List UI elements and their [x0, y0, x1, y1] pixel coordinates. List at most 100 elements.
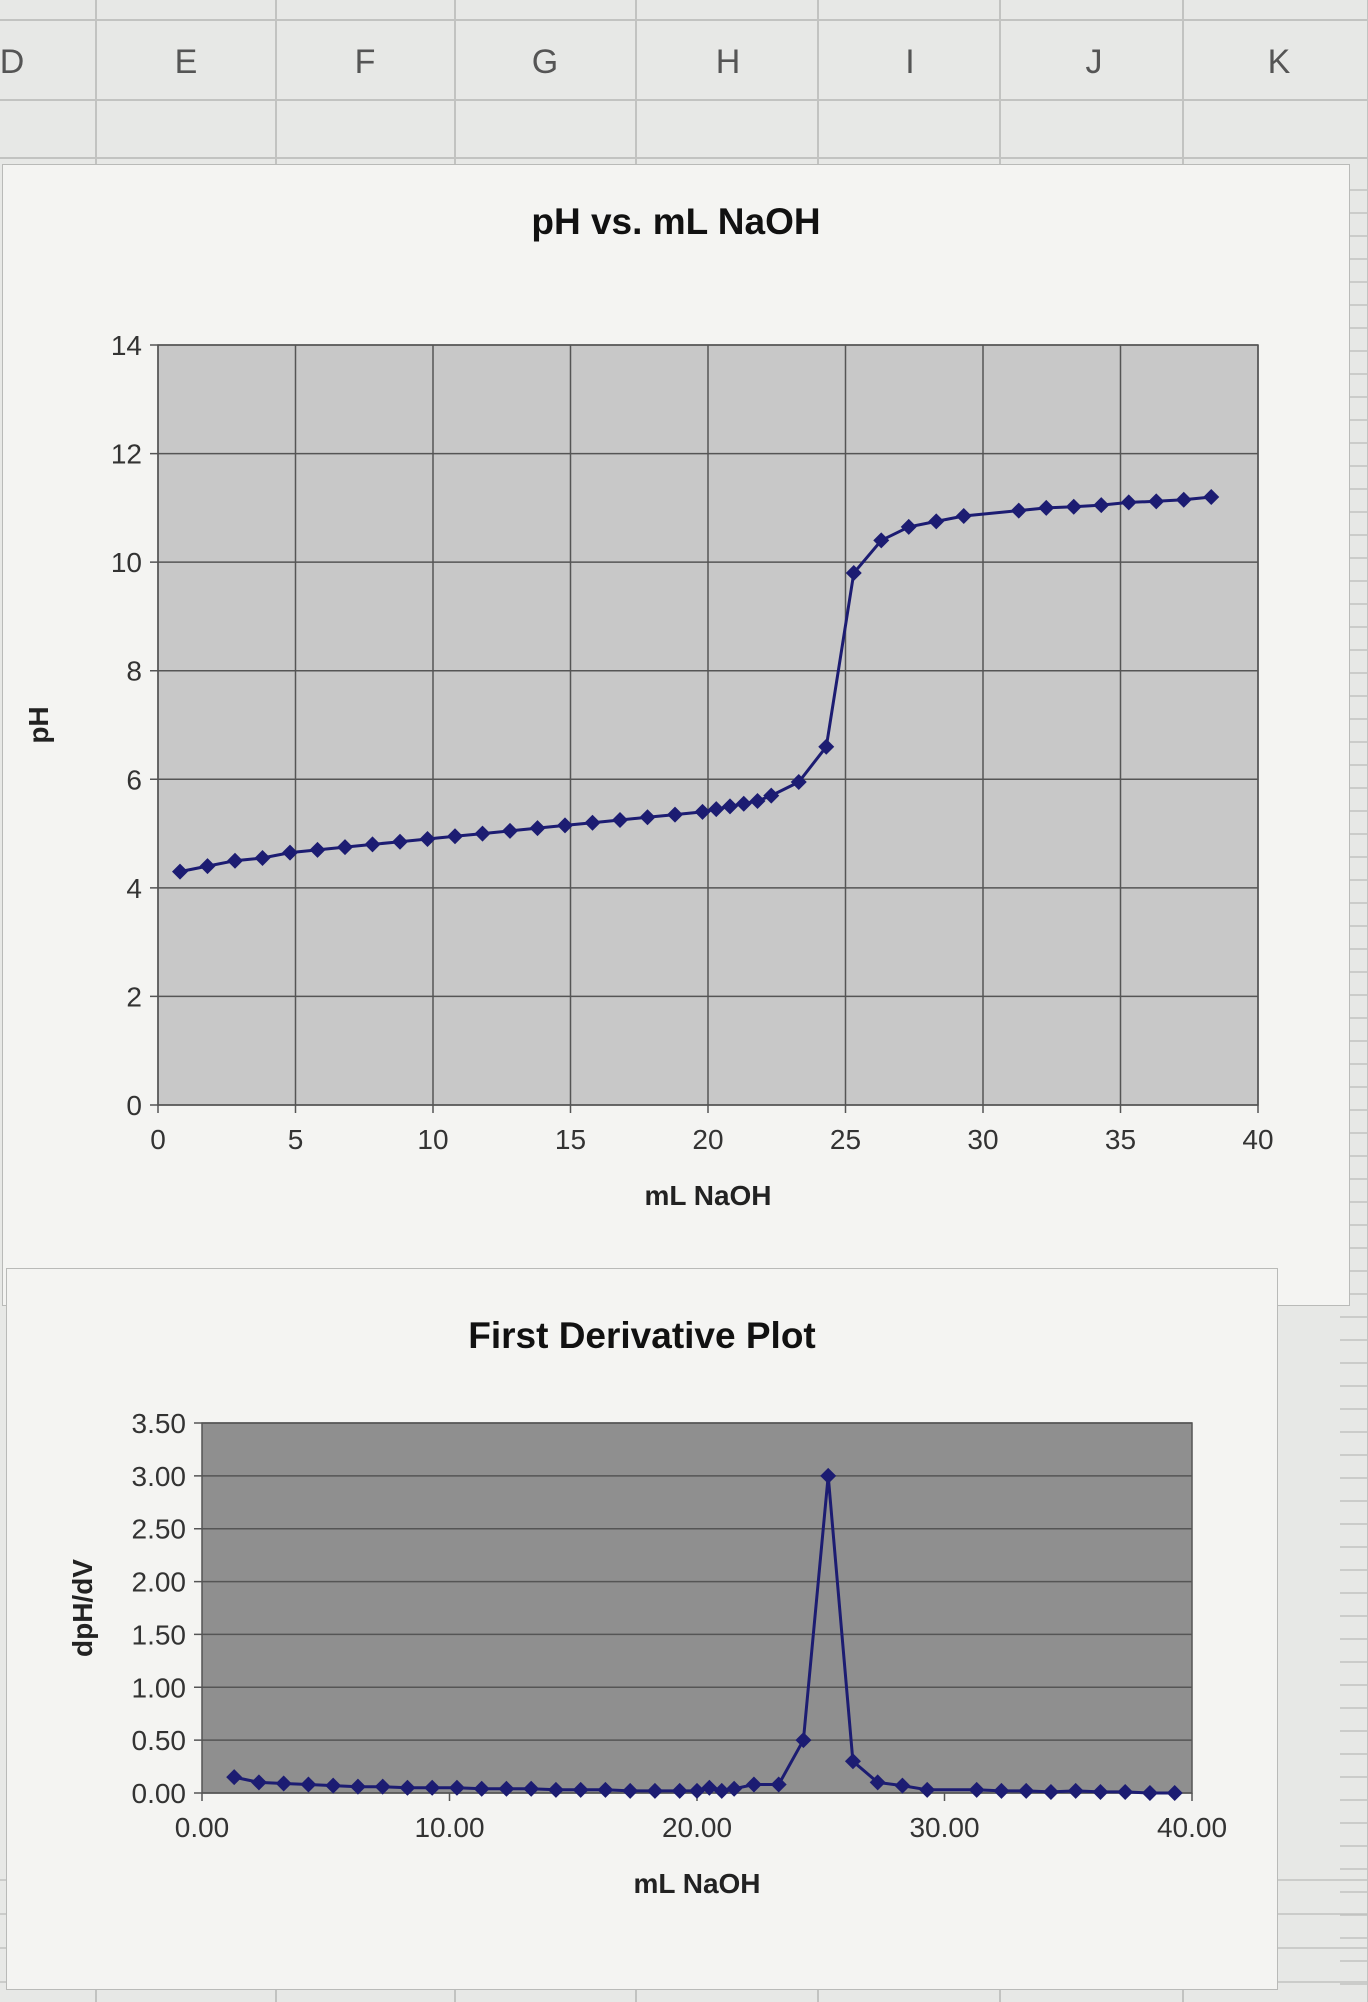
data-point-marker	[474, 825, 491, 842]
data-point-marker	[473, 1780, 490, 1797]
column-header[interactable]: F	[354, 43, 376, 81]
data-point-marker	[529, 820, 546, 837]
data-point-marker	[392, 833, 408, 850]
y-tick-label: 2	[126, 981, 142, 1012]
data-point-marker	[694, 803, 711, 820]
data-point-marker	[337, 839, 353, 856]
data-point-marker	[374, 1778, 391, 1795]
data-point-marker	[1117, 1783, 1134, 1800]
x-tick-label: 0.00	[175, 1812, 230, 1843]
data-point-marker	[1175, 491, 1192, 508]
data-point-marker	[399, 1779, 416, 1796]
data-point-marker	[869, 1774, 886, 1791]
column-header[interactable]: D	[0, 43, 25, 81]
data-point-marker	[275, 1775, 292, 1792]
derivative-chart-panel[interactable]: First Derivative Plot 0.00 0.50 1.00 1.50 2.…	[6, 1268, 1278, 1990]
data-point-marker	[448, 1779, 465, 1796]
column-header[interactable]: K	[1267, 43, 1291, 81]
data-point-marker	[199, 858, 216, 875]
data-point-marker	[770, 1776, 787, 1793]
column-header[interactable]: I	[905, 43, 915, 81]
column-header[interactable]: J	[1085, 43, 1103, 81]
data-point-marker	[1166, 1785, 1183, 1801]
ph-chart-panel[interactable]: pH vs. mL NaOH 0 2 4 6 8 10 12 14 0 5 10 15 20 25 30 35…	[2, 164, 1350, 1306]
x-tick-label: 40	[1242, 1124, 1273, 1155]
data-point-marker	[646, 1782, 663, 1799]
y-tick-label: 12	[111, 439, 142, 470]
chart-title: pH vs. mL NaOH	[531, 201, 821, 242]
derivative-chart-plot: 0.00 0.50 1.00 1.50 2.00 2.50 3.00 3.50 0.00 10.0…	[67, 1408, 1227, 1899]
data-point-marker	[227, 852, 243, 869]
data-point-marker	[713, 1782, 730, 1799]
data-point-marker	[919, 1781, 936, 1798]
data-point-marker	[597, 1781, 614, 1798]
data-point-marker	[900, 518, 917, 535]
data-point-marker	[639, 809, 656, 826]
data-point-marker	[928, 513, 945, 530]
data-point-marker	[1010, 502, 1027, 519]
plot-area	[201, 1422, 1193, 1794]
data-point-marker	[1120, 494, 1137, 511]
data-point-marker	[790, 774, 807, 790]
data-point-marker	[584, 814, 601, 831]
data-point-marker	[309, 841, 326, 858]
x-tick-label: 5	[288, 1124, 304, 1155]
data-point-marker	[502, 822, 518, 839]
data-point-marker	[993, 1782, 1010, 1799]
data-point-marker	[1093, 497, 1110, 514]
y-tick-label: 14	[111, 330, 142, 361]
y-axis-label: dpH/dV	[67, 1559, 98, 1657]
data-point-marker	[894, 1777, 911, 1794]
y-tick-label: 3.50	[132, 1408, 187, 1439]
x-tick-label: 10	[417, 1124, 448, 1155]
data-point-marker	[1067, 1782, 1084, 1799]
ph-chart-plot: 0 2 4 6 8 10 12 14 0 5 10 15 20 25 30 35 40 mL NaOH pH	[23, 330, 1274, 1211]
column-header[interactable]: H	[715, 43, 741, 81]
data-point-marker	[419, 831, 436, 847]
y-tick-label: 0.50	[132, 1725, 187, 1756]
data-point-marker	[820, 1467, 837, 1484]
data-point-marker	[667, 806, 683, 823]
y-tick-label: 4	[126, 873, 142, 904]
x-tick-label: 20	[692, 1124, 723, 1155]
data-point-marker	[282, 844, 298, 861]
data-point-marker	[1038, 499, 1055, 516]
data-point-marker	[845, 565, 862, 581]
data-point-marker	[1018, 1782, 1035, 1799]
y-axis-label: pH	[23, 706, 54, 743]
y-tick-label: 8	[126, 656, 142, 687]
data-point-marker	[300, 1776, 317, 1793]
data-point-marker	[873, 532, 890, 549]
data-point-marker	[1203, 489, 1220, 505]
data-point-marker	[1148, 493, 1165, 510]
data-point-marker	[671, 1782, 688, 1799]
data-point-marker	[254, 850, 271, 866]
x-tick-label: 15	[555, 1124, 586, 1155]
data-point-marker	[447, 828, 463, 845]
y-tick-label: 2.00	[132, 1567, 187, 1598]
y-tick-label: 0	[126, 1090, 142, 1121]
chart-title: First Derivative Plot	[468, 1315, 816, 1356]
data-point-marker	[745, 1776, 762, 1793]
y-tick-label: 0.00	[132, 1778, 187, 1809]
x-tick-label: 30	[967, 1124, 998, 1155]
y-tick-label: 3.00	[132, 1461, 187, 1492]
x-tick-label: 10.00	[414, 1812, 484, 1843]
data-point-marker	[226, 1769, 243, 1786]
data-point-marker	[612, 812, 628, 828]
x-tick-label: 40.00	[1157, 1812, 1227, 1843]
x-tick-label: 35	[1105, 1124, 1136, 1155]
data-point-marker	[523, 1780, 540, 1797]
data-point-marker	[1092, 1783, 1109, 1800]
y-tick-label: 10	[111, 547, 142, 578]
column-header[interactable]: G	[531, 43, 559, 81]
data-point-marker	[749, 793, 766, 809]
data-point-marker	[1042, 1783, 1059, 1800]
data-point-marker	[763, 787, 780, 804]
data-point-marker	[968, 1781, 985, 1798]
data-point-marker	[1141, 1785, 1158, 1801]
data-point-marker	[572, 1781, 589, 1798]
data-point-marker	[701, 1779, 718, 1796]
column-header[interactable]: E	[174, 43, 198, 81]
data-point-marker	[735, 795, 752, 812]
